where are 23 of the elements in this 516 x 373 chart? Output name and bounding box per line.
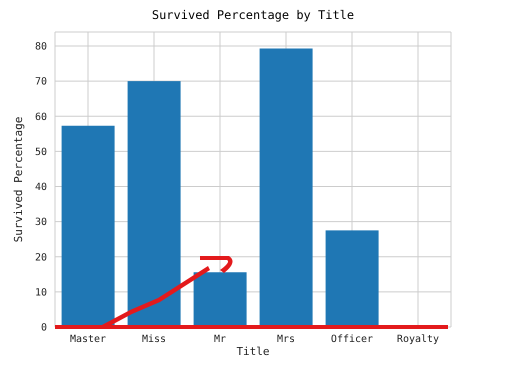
x-axis-title: Title	[236, 345, 270, 358]
y-tick-label: 40	[34, 182, 47, 194]
bar	[62, 126, 115, 327]
bar	[260, 48, 313, 327]
bar	[326, 230, 379, 327]
y-tick-label: 0	[40, 322, 47, 334]
x-tick-label: Master	[70, 334, 106, 346]
y-axis-title: Survived Percentage	[12, 116, 25, 242]
bar	[128, 81, 181, 327]
bar	[194, 272, 247, 327]
x-tick-label: Mrs	[276, 334, 296, 346]
y-tick-label: 60	[34, 112, 47, 123]
y-tick-label: 50	[34, 146, 47, 158]
y-tick-label: 70	[34, 76, 47, 88]
x-tick-label: Miss	[142, 334, 166, 346]
chart-title: Survived Percentage by Title	[152, 8, 354, 22]
y-tick-label: 80	[34, 42, 47, 53]
y-tick-label: 10	[34, 287, 47, 298]
x-tick-label: Officer	[330, 334, 374, 346]
y-tick-label: 30	[34, 217, 47, 228]
x-tick-label: Mr	[214, 334, 226, 346]
y-tick-label: 20	[34, 252, 47, 264]
x-tick-label: Royalty	[396, 334, 440, 346]
